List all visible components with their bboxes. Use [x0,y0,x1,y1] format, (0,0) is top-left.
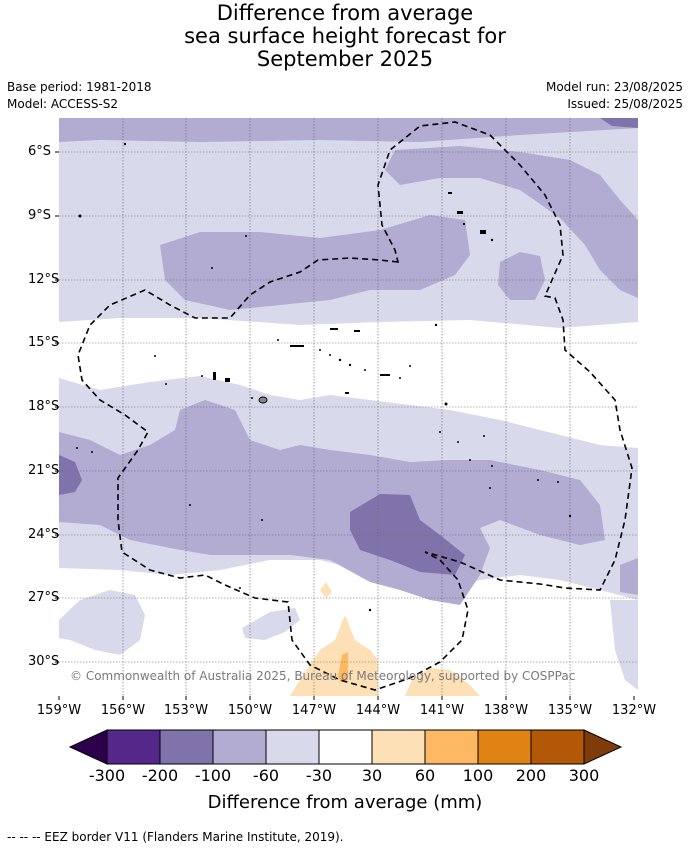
axis-ticks [55,151,635,700]
colorbar-title: Difference from average (mm) [207,792,483,813]
lat-label-21s: 21°S [28,463,60,478]
lon-label-141w: 141°W [419,703,465,718]
model-name: Model: ACCESS-S2 [7,97,119,111]
lat-label-18s: 18°S [28,399,60,414]
lon-label-144w: 144°W [355,703,401,718]
lon-label-132w: 132°W [611,703,657,718]
colorbar-swatch-9 [531,730,584,764]
colorbar-swatch-4 [266,730,319,764]
meta-left: Base period: 1981-2018 Model: ACCESS-S2 [7,79,152,113]
colorbar-tick: 60 [414,766,436,785]
colorbar-tick: 30 [361,766,383,785]
model-run: Model run: 23/08/2025 [545,80,683,94]
title-line-1: Difference from average [216,1,474,25]
colorbar-swatch-7 [425,730,478,764]
issued-date: Issued: 25/08/2025 [567,97,683,111]
colorbar-tick: 200 [515,766,547,785]
lat-label-27s: 27°S [28,590,60,605]
lat-label-15s: 15°S [28,335,60,350]
colorbar-tick: -60 [252,766,280,785]
islands [76,142,572,612]
colorbar-swatch-8 [478,730,531,764]
eez-border [77,121,633,691]
colorbar-extend-high [583,729,623,765]
lon-label-156w: 156°W [100,703,146,718]
lon-label-135w: 135°W [547,703,593,718]
colorbar-tick: -200 [141,766,179,785]
title-line-3: September 2025 [256,47,434,71]
lon-label-147w: 147°W [291,703,337,718]
colorbar-swatch-2 [160,730,213,764]
colorbar-swatch-1 [107,730,160,764]
lon-label-150w: 150°W [227,703,273,718]
anomaly-fill [59,118,638,696]
colorbar-tick: 100 [462,766,494,785]
colorbar-extend-low [68,729,108,765]
lon-label-153w: 153°W [163,703,209,718]
colorbar-tick: -300 [88,766,126,785]
lat-label-9s: 9°S [28,208,52,223]
colorbar-tick: 300 [568,766,600,785]
colorbar-swatch-5 [319,730,372,764]
chart-title: Difference from average sea surface heig… [0,2,690,71]
colorbar-swatch-6 [372,730,425,764]
colorbar-swatch-3 [213,730,266,764]
lat-label-24s: 24°S [28,527,60,542]
copyright-notice: © Commonwealth of Australia 2025, Bureau… [70,669,576,683]
colorbar [68,729,623,765]
title-line-2: sea surface height forecast for [184,24,506,48]
lat-label-12s: 12°S [28,272,60,287]
eez-legend-note: -- -- -- EEZ border V11 (Flanders Marine… [7,830,344,844]
graticule [59,118,638,696]
colorbar-tick: -100 [194,766,232,785]
base-period: Base period: 1981-2018 [7,80,152,94]
lat-label-30s: 30°S [28,654,60,669]
meta-right: Model run: 23/08/2025 Issued: 25/08/2025 [546,79,683,113]
lon-label-159w: 159°W [36,703,82,718]
lon-label-138w: 138°W [483,703,529,718]
colorbar-tick: -30 [305,766,333,785]
lat-label-6s: 6°S [28,144,52,159]
